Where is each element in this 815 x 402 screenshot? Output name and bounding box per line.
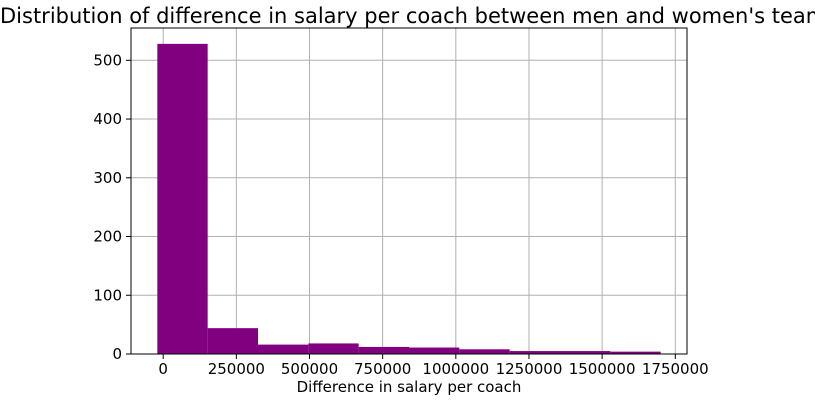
histogram-bars (157, 43, 661, 354)
histogram-bar (509, 351, 560, 354)
x-tick-label: 1750000 (642, 360, 709, 378)
y-axis-ticks: 0 100 200 300 400 500 (93, 51, 131, 363)
x-tick-label: 0 (158, 360, 168, 378)
x-tick-label: 1500000 (569, 360, 636, 378)
y-tick-label: 200 (93, 228, 122, 246)
y-tick-label: 400 (93, 110, 122, 128)
plot-frame (130, 27, 688, 355)
x-tick-label: 1250000 (496, 360, 563, 378)
x-axis-label: Difference in salary per coach (297, 378, 522, 396)
histogram-bar (207, 328, 259, 354)
histogram-bar (358, 346, 409, 354)
y-tick-label: 300 (93, 169, 122, 187)
chart-title: Distribution of difference in salary per… (0, 4, 815, 28)
x-axis-ticks: 0 250000 500000 750000 1000000 1250000 1500000… (158, 354, 709, 378)
x-tick-label: 500000 (281, 360, 338, 378)
histogram-bar (610, 351, 661, 354)
histogram-bar (308, 343, 359, 354)
grid (131, 28, 687, 355)
x-tick-label: 750000 (354, 360, 411, 378)
x-tick-label: 1000000 (422, 360, 489, 378)
y-tick-label: 500 (93, 51, 122, 69)
histogram-bar (258, 344, 309, 354)
x-tick-label: 250000 (208, 360, 265, 378)
y-tick-label: 100 (93, 286, 122, 304)
histogram-bar (459, 349, 510, 354)
y-tick-label: 0 (112, 345, 122, 363)
histogram-bar (157, 43, 208, 354)
histogram-bar (559, 351, 611, 354)
histogram-bar (409, 347, 460, 354)
